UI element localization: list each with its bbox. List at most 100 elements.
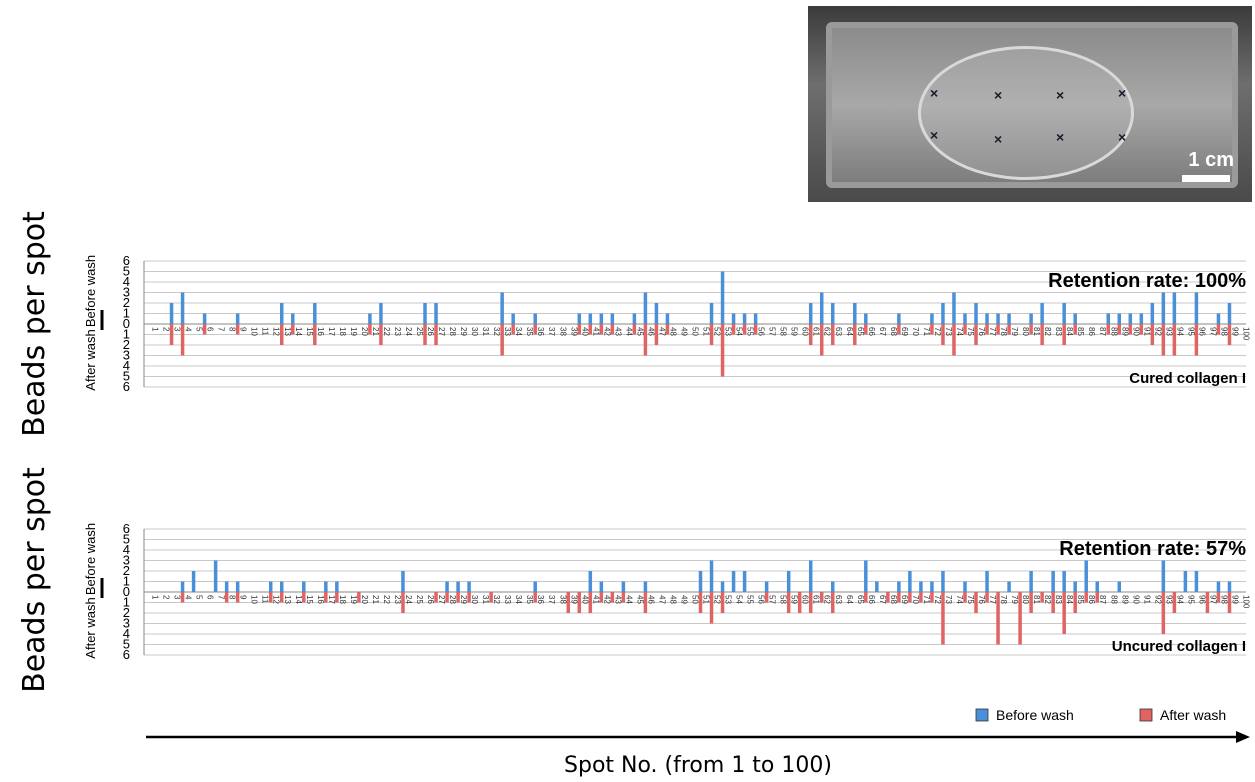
panel1-x-tick-label: 73 — [944, 327, 953, 336]
panel1-x-tick-label: 33 — [503, 327, 512, 336]
panel2-after-bar — [610, 592, 615, 603]
panel2-x-tick-label: 37 — [547, 595, 556, 604]
panel2-before-bar — [235, 581, 240, 592]
panel1-x-tick-label: 74 — [955, 327, 964, 336]
panel2-after-bar — [919, 592, 923, 603]
panel1-after-bar — [1172, 324, 1177, 356]
panel2-y-tick-label: 5 — [123, 637, 130, 652]
panel2-x-tick-label: 73 — [944, 595, 953, 604]
panel2-x-tick-label: 54 — [735, 595, 744, 604]
panel1-after-bar — [897, 324, 901, 335]
panel1-before-bar — [577, 313, 582, 324]
spot-mark: × — [1118, 129, 1127, 145]
panel1-y-tick-label: 4 — [123, 274, 130, 289]
panel2-x-tick-label: 5 — [195, 595, 204, 600]
panel2-x-tick-label: 27 — [437, 595, 446, 604]
panel2-before-bar — [985, 571, 989, 592]
panel2-after-bar — [434, 592, 438, 603]
panel2-x-tick-label: 8 — [228, 595, 237, 600]
panel1-x-tick-label: 21 — [371, 327, 380, 336]
panel1-after-bar — [1062, 324, 1066, 345]
panel2-x-tick-label: 81 — [1032, 595, 1041, 604]
panel2-x-tick-label: 14 — [294, 595, 303, 604]
panel2-after-bar — [1040, 592, 1044, 603]
panel1-before-bar — [853, 303, 857, 324]
panel2-after-bar — [1029, 592, 1033, 613]
panel2-x-tick-label: 42 — [602, 595, 611, 604]
spot-mark: × — [930, 127, 939, 143]
panel2-before-bar — [1183, 571, 1188, 592]
panel2-x-tick-label: 63 — [834, 595, 843, 604]
panel1-before-bar — [610, 313, 615, 324]
panel1-x-tick-label: 15 — [305, 327, 314, 336]
panel1-panel-ylabel: Beads per spot — [17, 211, 52, 437]
panel1-x-tick-label: 7 — [217, 327, 226, 332]
panel1-x-tick-label: 30 — [470, 327, 479, 336]
spot-mark: × — [930, 85, 939, 101]
panel2-x-tick-label: 88 — [1109, 595, 1118, 604]
panel2-x-tick-label: 92 — [1153, 595, 1162, 604]
panel2-x-tick-label: 17 — [327, 595, 336, 604]
panel2-after-bar — [1216, 592, 1221, 603]
panel1-after-bar — [753, 324, 758, 335]
panel1-y-tick-label: 3 — [123, 285, 130, 300]
panel1-after-bar — [588, 324, 593, 335]
panel1-after-bar — [577, 324, 582, 335]
sample-photo: × × × × × × × × 1 cm — [808, 6, 1252, 202]
panel1-x-tick-label: 45 — [635, 327, 644, 336]
panel2-x-tick-label: 7 — [217, 595, 226, 600]
panel1-after-bar — [313, 324, 317, 345]
panel1-y-tick-label: 3 — [123, 348, 130, 363]
panel1-before-bar — [753, 313, 758, 324]
panel2-after-bar — [786, 592, 791, 613]
panel1-before-bar — [864, 313, 868, 324]
panel2-before-bar — [180, 581, 185, 592]
panel2-y-tick-label: 1 — [123, 574, 130, 589]
panel1-after-bar — [235, 324, 240, 335]
panel2-x-tick-label: 68 — [889, 595, 898, 604]
panel1-x-tick-label: 93 — [1164, 327, 1173, 336]
panel1-x-tick-label: 19 — [349, 327, 358, 336]
panel2-after-bar — [1227, 592, 1232, 613]
panel2-x-tick-label: 60 — [801, 595, 810, 604]
panel2-after-bar — [566, 592, 571, 613]
panel1-x-tick-label: 88 — [1109, 327, 1118, 336]
panel2-before-bar — [401, 571, 405, 592]
panel1-x-tick-label: 81 — [1032, 327, 1041, 336]
panel2-before-bar — [280, 581, 284, 592]
panel1-before-bar — [291, 313, 295, 324]
panel2-x-tick-label: 48 — [668, 595, 677, 604]
panel1-x-tick-label: 16 — [316, 327, 325, 336]
panel2-before-bar — [1007, 581, 1011, 592]
panel1-before-bar — [379, 303, 383, 324]
panel1-x-tick-label: 89 — [1120, 327, 1129, 336]
panel1-before-bar — [974, 303, 978, 324]
panel1-after-bar — [731, 324, 736, 335]
panel2-x-tick-label: 38 — [558, 595, 567, 604]
panel1-x-tick-label: 68 — [889, 327, 898, 336]
panel1-after-bar — [1161, 324, 1166, 356]
panel1-after-bar — [720, 324, 725, 377]
panel2-before-bar — [764, 581, 769, 592]
panel1-x-tick-label: 8 — [228, 327, 237, 332]
panel2-before-bar — [643, 581, 648, 592]
panel2-after-bar — [1062, 592, 1066, 634]
panel1-before-bar — [511, 313, 515, 324]
panel2-y-tick-label: 3 — [123, 553, 130, 568]
panel2-x-tick-label: 70 — [911, 595, 920, 604]
panel2-before-bar — [1073, 581, 1077, 592]
panel2-x-tick-label: 16 — [316, 595, 325, 604]
panel1-y-tick-label: 5 — [123, 369, 130, 384]
panel2-after-bar — [963, 592, 967, 603]
panel1-x-tick-label: 20 — [360, 327, 369, 336]
panel2-before-bar — [919, 581, 923, 592]
panel2-x-tick-label: 24 — [404, 595, 413, 604]
panel1-after-bar — [1227, 324, 1232, 345]
panel2-x-tick-label: 51 — [702, 595, 711, 604]
panel2-x-tick-label: 1 — [151, 595, 160, 600]
panel2-x-tick-label: 47 — [657, 595, 666, 604]
panel1-before-bar — [1117, 313, 1122, 324]
panel1-x-tick-label: 48 — [668, 327, 677, 336]
panel1-x-tick-label: 72 — [933, 327, 942, 336]
panel2-after-bar — [1073, 592, 1077, 613]
